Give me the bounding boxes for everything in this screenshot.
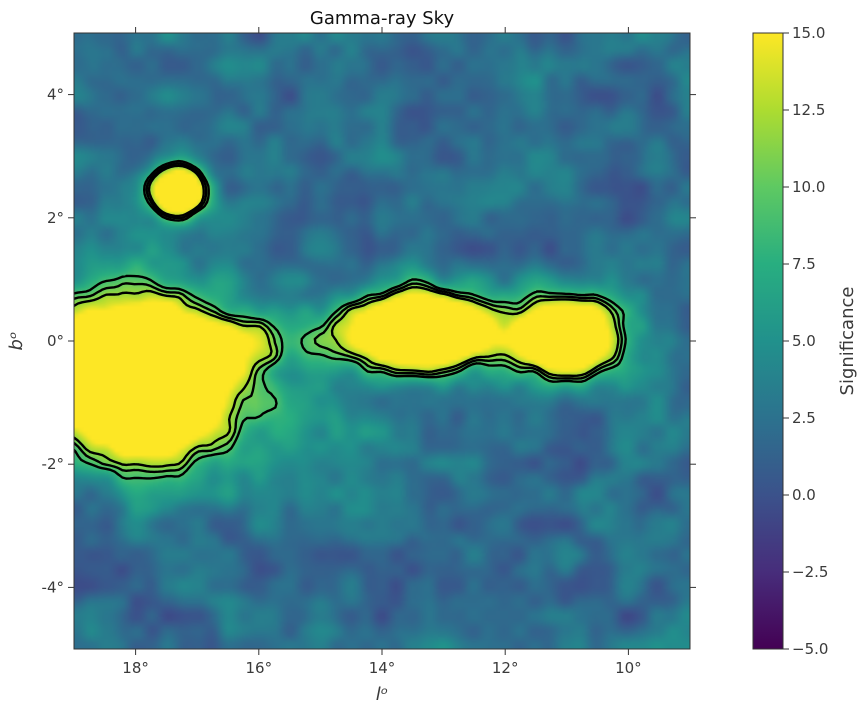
colorbar-tick-label: 12.5 <box>792 101 825 119</box>
colorbar-tick-label: 2.5 <box>792 409 816 427</box>
contour-line <box>74 162 623 474</box>
y-axis-ticks: 4° 2° 0° -2° -4° <box>42 86 696 596</box>
colorbar-label: Significance <box>837 287 858 396</box>
colorbar-tick-label: 15.0 <box>792 24 825 42</box>
heatmap <box>74 33 690 649</box>
colorbar-tick-label: 7.5 <box>792 255 816 273</box>
y-tick-label: -4° <box>42 578 64 596</box>
y-tick-label: 4° <box>47 86 64 104</box>
contour-lines <box>74 159 627 480</box>
y-tick-label: 0° <box>47 332 64 350</box>
x-tick-label: 18° <box>122 659 149 677</box>
x-tick-label: 14° <box>369 659 396 677</box>
contour-line <box>74 164 620 468</box>
x-axis-label: lᵒ <box>376 684 388 705</box>
x-tick-label: 12° <box>492 659 519 677</box>
x-tick-label: 16° <box>246 659 273 677</box>
contour-line <box>74 159 627 480</box>
colorbar-tick-label: 5.0 <box>792 332 816 350</box>
y-tick-label: 2° <box>47 209 64 227</box>
x-tick-label: 10° <box>615 659 642 677</box>
chart-title: Gamma-ray Sky <box>310 8 455 29</box>
colorbar-tick-label: 10.0 <box>792 178 825 196</box>
colorbar-tick-label: −5.0 <box>792 640 828 658</box>
significance-map-image <box>74 33 690 649</box>
y-axis-label: bᵒ <box>6 332 27 351</box>
x-axis-ticks: 18° 16° 14° 12° 10° <box>122 27 642 677</box>
colorbar-ticks: −5.0 −2.5 0.0 2.5 5.0 7.5 10.0 12.5 15.0 <box>783 24 828 658</box>
y-tick-label: -2° <box>42 455 64 473</box>
colorbar-tick-label: −2.5 <box>792 563 828 581</box>
colorbar <box>752 32 784 650</box>
colorbar-tick-label: 0.0 <box>792 486 816 504</box>
